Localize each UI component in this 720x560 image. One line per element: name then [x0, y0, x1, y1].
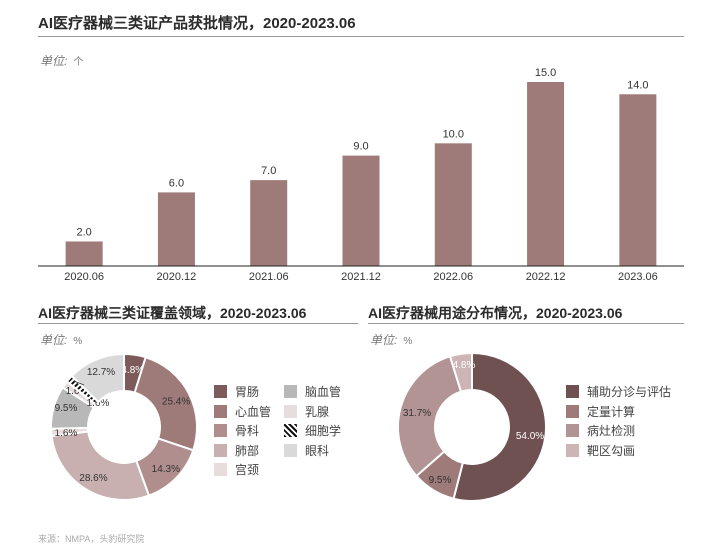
legend-label: 眼科	[305, 443, 330, 458]
legend-item-病灶检测: 病灶检测	[566, 422, 635, 439]
x-tick-label: 2021.12	[341, 271, 381, 283]
x-tick-label: 2022.06	[433, 271, 473, 283]
legend-label: 脑血管	[305, 385, 342, 399]
x-tick-label: 2023.06	[618, 271, 658, 283]
legend-item-心血管: 心血管	[214, 403, 271, 420]
slice-label: 31.7%	[403, 408, 431, 419]
bar-2020.06	[65, 241, 103, 266]
x-tick-label: 2020.12	[157, 271, 197, 283]
slice-label: 14.3%	[152, 464, 180, 475]
bar-value-label: 7.0	[261, 165, 276, 177]
use-chart-title: AI医疗器械用途分布情况，2020-2023.06	[368, 305, 623, 321]
legend-swatch	[566, 385, 579, 398]
bar-value-label: 14.0	[627, 79, 648, 91]
legend-item-眼科: 眼科	[284, 442, 329, 459]
source-footer: 来源：NMPA，头豹研究院	[38, 534, 145, 544]
coverage-title-rule	[38, 323, 358, 324]
legend-item-脑血管: 脑血管	[284, 383, 341, 400]
bar-2022.06	[434, 143, 472, 266]
legend-label: 胃肠	[235, 385, 260, 399]
slice-label: 9.5%	[55, 403, 78, 414]
legend-swatch	[214, 404, 227, 418]
legend-item-骨科: 骨科	[214, 422, 259, 439]
legend-swatch	[284, 404, 297, 418]
x-tick-label: 2020.06	[64, 271, 104, 283]
bar-chart-title: AI医疗器械三类证产品获批情况，2020-2023.06	[38, 15, 356, 32]
bar-title-rule	[38, 36, 684, 37]
bar-value-label: 6.0	[169, 177, 184, 189]
use-unit-value: %	[403, 336, 413, 347]
slice-label: 28.6%	[79, 473, 107, 484]
use-unit-label: 单位:%	[370, 331, 412, 348]
legend-swatch	[214, 463, 227, 476]
bar-2022.12	[527, 82, 565, 266]
legend-item-肺部: 肺部	[214, 442, 259, 459]
slice-辅助分诊与评估	[452, 351, 547, 502]
legend-item-定量计算: 定量计算	[566, 403, 635, 420]
bar-value-label: 15.0	[535, 67, 556, 79]
legend-swatch	[284, 385, 297, 398]
legend-swatch	[214, 443, 227, 457]
bar-2023.06	[619, 94, 657, 267]
legend-item-胃肠: 胃肠	[214, 383, 259, 400]
legend-label: 细胞学	[305, 424, 342, 438]
legend-swatch	[566, 424, 579, 437]
x-tick-label: 2022.12	[526, 271, 566, 283]
legend-swatch	[214, 385, 227, 398]
legend-item-辅助分诊与评估: 辅助分诊与评估	[566, 383, 671, 400]
bar-unit-label: 单位: 个	[40, 52, 83, 69]
coverage-unit-value: %	[73, 336, 83, 347]
legend-label: 乳腺	[305, 404, 330, 419]
slice-病灶检测	[397, 355, 463, 478]
legend-label: 辅助分诊与评估	[587, 385, 672, 399]
bar-unit-value: 个	[73, 57, 84, 68]
bar-value-label: 10.0	[443, 128, 464, 140]
slice-肺部	[50, 430, 151, 501]
bar-2021.12	[342, 155, 380, 266]
x-tick-label: 2021.06	[249, 271, 289, 283]
bar-unit-label-text: 单位:	[40, 54, 68, 68]
bar-2021.06	[250, 180, 288, 266]
legend-item-靶区勾画: 靶区勾画	[566, 442, 635, 459]
slice-心血管	[133, 356, 198, 452]
coverage-donut-chart: 4.8%25.4%14.3%28.6%1.6%9.5%1.6%1.6%12.7%	[49, 352, 198, 501]
legend-item-细胞学: 细胞学	[284, 422, 341, 439]
legend-label: 宫颈	[235, 463, 260, 477]
use-title-rule	[368, 323, 684, 324]
legend-label: 定量计算	[587, 404, 636, 419]
slice-靶区勾画	[448, 351, 473, 393]
legend-swatch	[214, 424, 227, 437]
legend-label: 靶区勾画	[587, 443, 636, 458]
bar-value-label: 2.0	[76, 226, 91, 238]
legend-swatch	[566, 443, 579, 457]
slice-label: 1.6%	[87, 398, 110, 409]
bar-chart: 2.0 2020.06 6.0 2020.12 7.0 2021.06 9.0 2021.12…	[38, 67, 684, 283]
legend-swatch	[284, 443, 297, 457]
slice-label: 9.5%	[429, 475, 452, 486]
slice-label: 54.0%	[516, 431, 544, 442]
legend-swatch	[284, 424, 297, 437]
legend-item-宫颈: 宫颈	[214, 461, 259, 478]
legend-label: 肺部	[235, 443, 260, 458]
slice-眼科	[70, 352, 125, 404]
bar-value-label: 9.0	[353, 141, 368, 153]
legend-item-乳腺: 乳腺	[284, 403, 329, 420]
slice-label: 4.8%	[121, 365, 144, 376]
slice-label: 4.8%	[453, 360, 476, 371]
legend-label: 病灶检测	[587, 424, 636, 438]
bar-2020.12	[157, 192, 195, 266]
legend-label: 心血管	[235, 404, 272, 419]
coverage-chart-title: AI医疗器械三类证覆盖领域，2020-2023.06	[38, 305, 307, 321]
leader-line	[73, 380, 85, 386]
legend-label: 骨科	[235, 424, 260, 438]
slice-label: 12.7%	[87, 367, 115, 378]
slice-label: 25.4%	[162, 396, 190, 407]
legend-swatch	[566, 404, 579, 418]
coverage-unit-label-text: 单位:	[40, 333, 68, 347]
use-donut-chart: 54.0% 9.5% 31.7% 4.8%	[397, 351, 547, 502]
slice-label: 1.6%	[66, 386, 89, 397]
coverage-unit-label: 单位:%	[40, 331, 82, 348]
use-unit-label-text: 单位:	[370, 333, 398, 347]
slice-label: 1.6%	[55, 428, 78, 439]
